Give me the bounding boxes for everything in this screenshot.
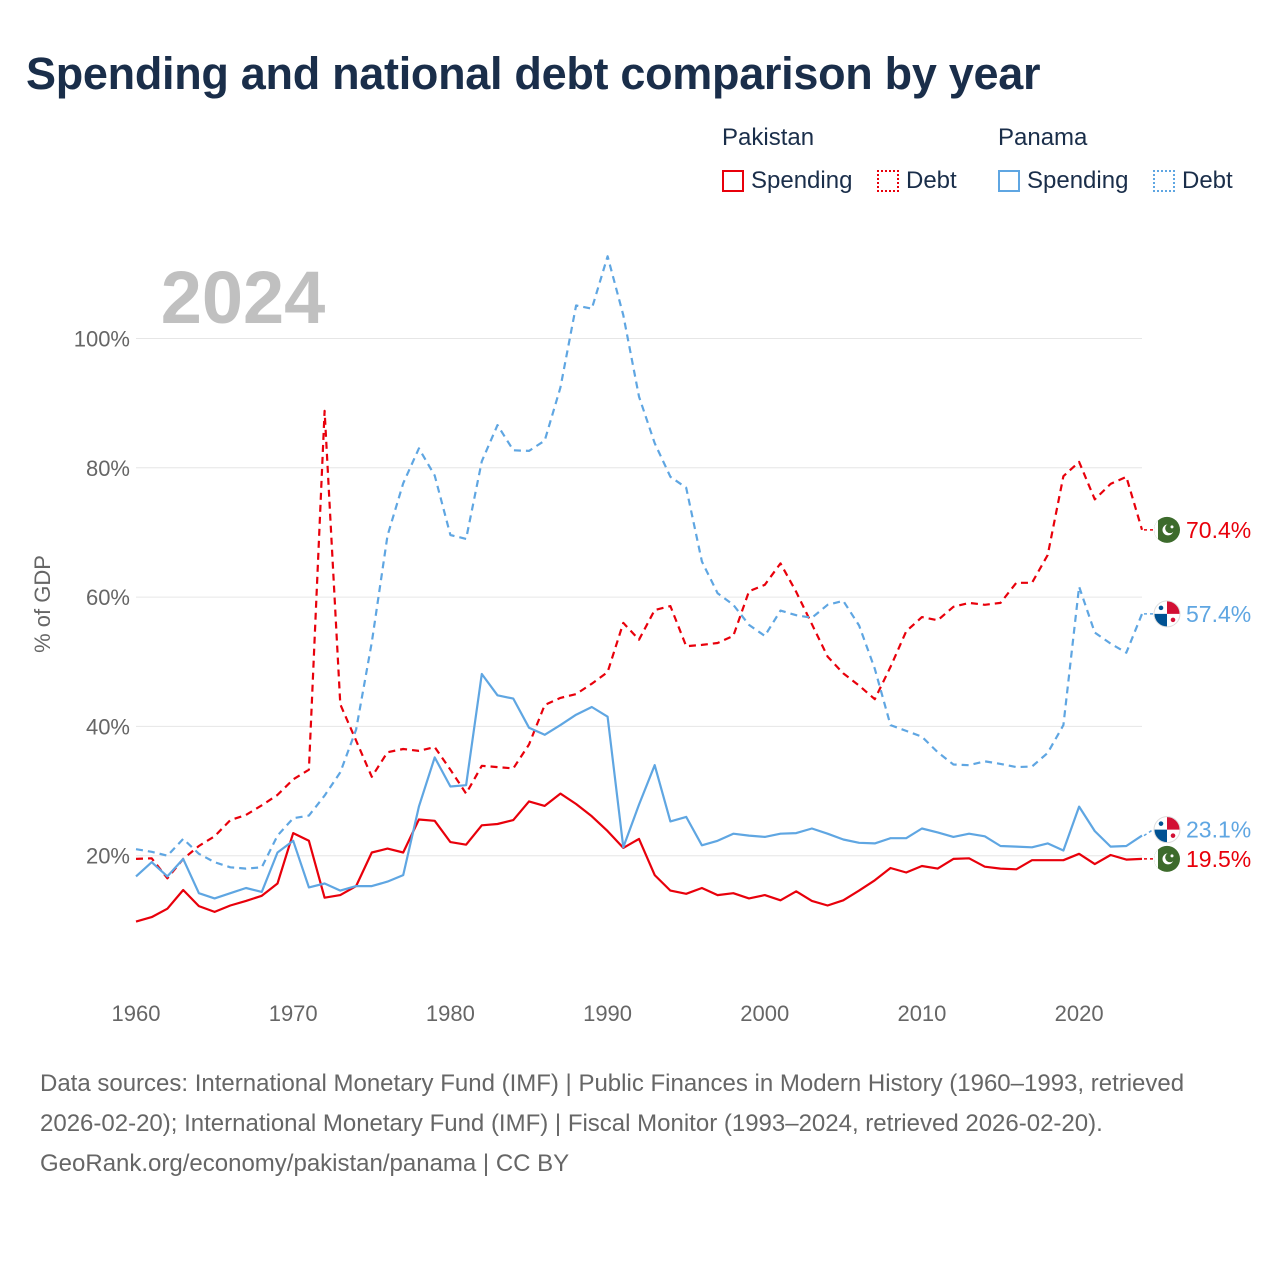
legend-label: Debt — [906, 167, 957, 194]
flag-red-star — [1170, 617, 1176, 623]
y-axis: 20% 40% 60% 80% 100% — [74, 326, 130, 868]
year-watermark: 2024 — [161, 256, 326, 339]
series-group — [135, 255, 1144, 923]
footer: Data sources: International Monetary Fun… — [40, 1064, 1250, 1184]
flag-red-quarter — [1167, 816, 1180, 830]
data-sources: Data sources: International Monetary Fun… — [40, 1070, 1185, 1137]
legend-swatch-dotted — [877, 170, 899, 192]
legend-pakistan-title: Pakistan — [722, 124, 815, 151]
series-line-pakistan-spending — [135, 792, 1143, 923]
flag-crescent-cut — [1165, 852, 1175, 863]
flag-blue-star — [1158, 821, 1164, 826]
pakistan-flag-icon — [1154, 516, 1180, 543]
end-value-label: 70.4% — [1186, 517, 1251, 543]
panama-flag-icon — [1153, 600, 1181, 628]
flag-red-quarter — [1167, 600, 1180, 614]
flag-stripe — [1154, 845, 1158, 872]
flag-outline — [1153, 600, 1181, 628]
legend-label: Debt — [1182, 167, 1233, 194]
end-connector — [1143, 829, 1154, 837]
flag-star — [1170, 854, 1174, 858]
y-tick-label: 100% — [74, 326, 130, 351]
legend-swatch-solid — [722, 170, 744, 192]
legend-panama-spending[interactable]: Spending — [998, 166, 1128, 196]
flag-blue-quarter — [1154, 613, 1167, 627]
end-value-label: 23.1% — [1186, 817, 1251, 843]
flag-star — [1170, 525, 1174, 529]
flag-outline — [1153, 816, 1181, 844]
y-axis-label: % of GDP — [30, 555, 55, 653]
credit-link[interactable]: GeoRank.org/economy/pakistan/panama | CC… — [40, 1150, 570, 1177]
end-labels: 19.5% 70.4% 23.1% 57.4% — [1143, 516, 1251, 872]
flag-crescent-cut — [1165, 523, 1175, 534]
pakistan-flag-icon — [1154, 845, 1180, 872]
x-axis: 1960 1970 1980 1990 2000 2010 2020 — [112, 1001, 1104, 1026]
legend-panama-title: Panama — [998, 124, 1088, 151]
line-chart: 2024 20% 40% 60% 80% 100% 1960 1970 1980 1990 20… — [30, 255, 1251, 1026]
gridlines — [136, 337, 1142, 857]
series-line-panama-spending — [135, 672, 1143, 900]
panama-flag-icon — [1153, 816, 1181, 844]
x-tick-label: 1970 — [269, 1001, 318, 1026]
y-tick-label: 20% — [86, 844, 130, 869]
flag-red-star — [1170, 833, 1176, 838]
legend-panama-debt[interactable]: Debt — [1153, 166, 1233, 196]
legend-pakistan-spending[interactable]: Spending — [722, 166, 852, 196]
legend-swatch-solid — [998, 170, 1020, 192]
x-tick-label: 2020 — [1055, 1001, 1104, 1026]
legend-pakistan-debt[interactable]: Debt — [877, 166, 957, 196]
flag-stripe — [1154, 516, 1158, 543]
x-tick-label: 1960 — [112, 1001, 161, 1026]
y-tick-label: 40% — [86, 714, 130, 739]
x-tick-label: 2000 — [740, 1001, 789, 1026]
flag-blue-star — [1158, 605, 1164, 611]
legend-label: Spending — [1027, 167, 1129, 194]
series-line-pakistan-debt — [135, 409, 1144, 880]
flag-blue-quarter — [1154, 829, 1167, 843]
x-tick-label: 1990 — [583, 1001, 632, 1026]
y-tick-label: 60% — [86, 585, 130, 610]
chart-title: Spending and national debt comparison by… — [26, 48, 1041, 99]
legend-label: Spending — [751, 167, 853, 194]
end-value-label: 19.5% — [1186, 846, 1251, 872]
end-value-label: 57.4% — [1186, 601, 1251, 627]
y-tick-label: 80% — [86, 456, 130, 481]
legend-swatch-dotted — [1153, 170, 1175, 192]
x-tick-label: 1980 — [426, 1001, 475, 1026]
x-tick-label: 2010 — [897, 1001, 946, 1026]
series-line-panama-debt — [135, 255, 1144, 870]
